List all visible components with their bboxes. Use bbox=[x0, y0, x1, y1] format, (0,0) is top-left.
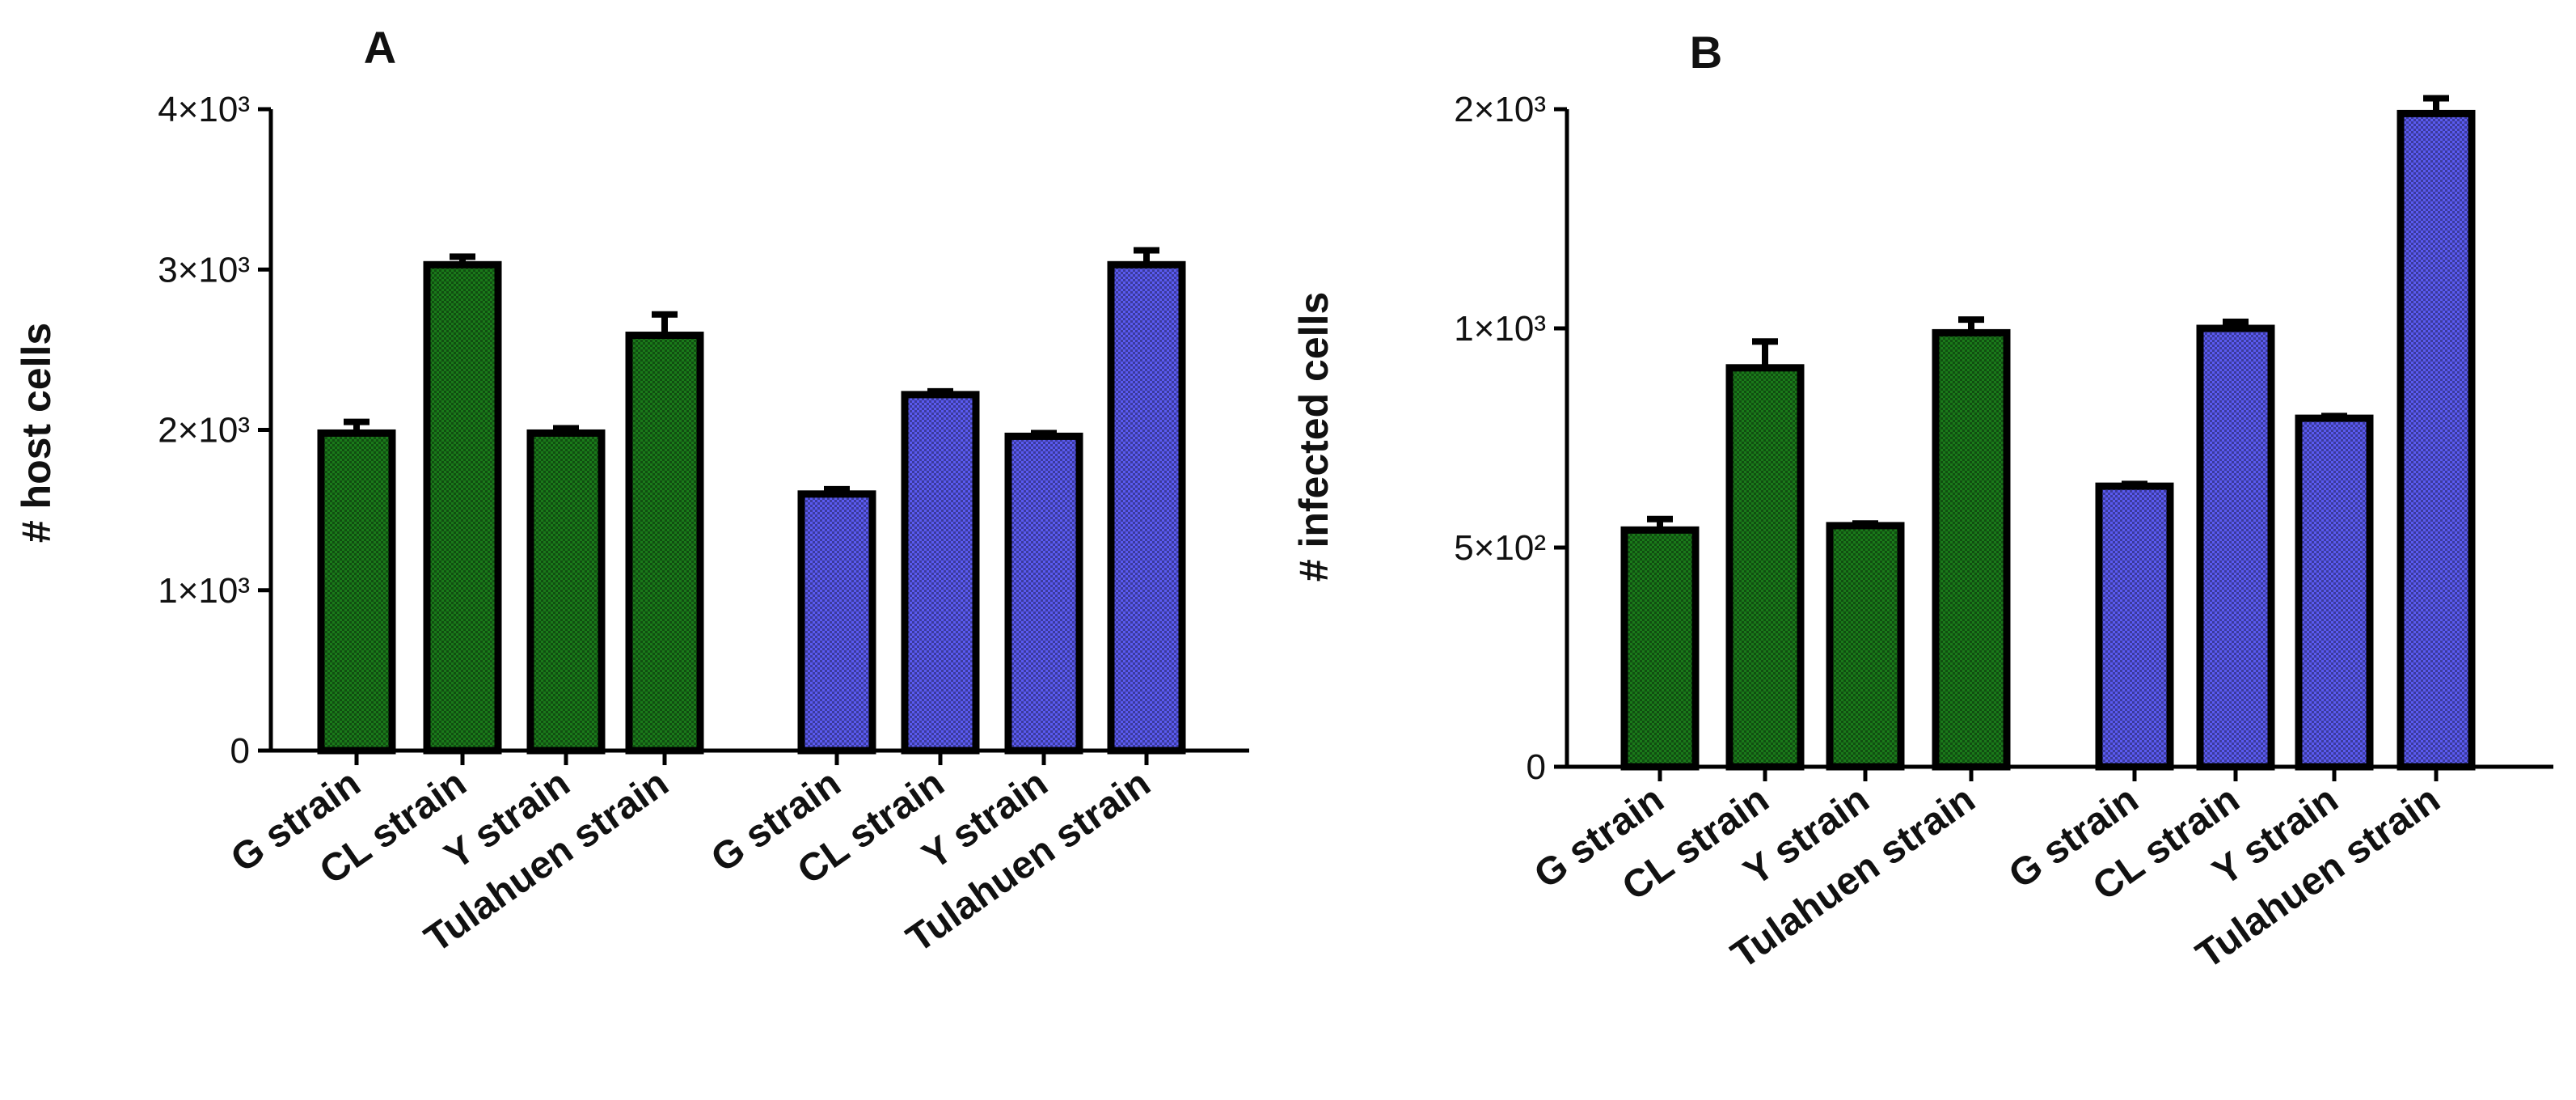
bar bbox=[2295, 414, 2374, 771]
y-tick-label: 1×10³ bbox=[1454, 309, 1546, 349]
bar bbox=[1107, 260, 1186, 755]
bar bbox=[2397, 109, 2476, 771]
y-tick-label: 4×10³ bbox=[158, 90, 250, 129]
bar bbox=[1725, 364, 1805, 771]
y-tick-label: 2×10³ bbox=[158, 411, 250, 451]
bar bbox=[797, 490, 876, 755]
bar bbox=[901, 391, 980, 755]
panel-title: A bbox=[364, 22, 396, 73]
bar bbox=[423, 260, 502, 755]
y-tick-label: 2×10³ bbox=[1454, 90, 1546, 129]
y-tick-label: 1×10³ bbox=[158, 571, 250, 611]
bar bbox=[317, 429, 396, 755]
y-tick-label: 3×10³ bbox=[158, 250, 250, 290]
bar bbox=[1004, 432, 1083, 755]
y-tick-label: 5×10² bbox=[1454, 528, 1546, 568]
bar bbox=[2196, 324, 2275, 771]
bar bbox=[625, 332, 704, 755]
panel-title: B bbox=[1690, 27, 1722, 78]
bar bbox=[1826, 522, 1905, 771]
y-axis-label: # infected cells bbox=[1291, 292, 1337, 582]
bar bbox=[1620, 526, 1700, 771]
y-tick-label: 0 bbox=[1527, 747, 1546, 787]
bar bbox=[526, 429, 606, 755]
bar bbox=[2095, 482, 2174, 771]
y-axis-label: # host cells bbox=[14, 323, 59, 543]
y-tick-label: 0 bbox=[230, 731, 250, 771]
bar bbox=[1932, 328, 2011, 771]
